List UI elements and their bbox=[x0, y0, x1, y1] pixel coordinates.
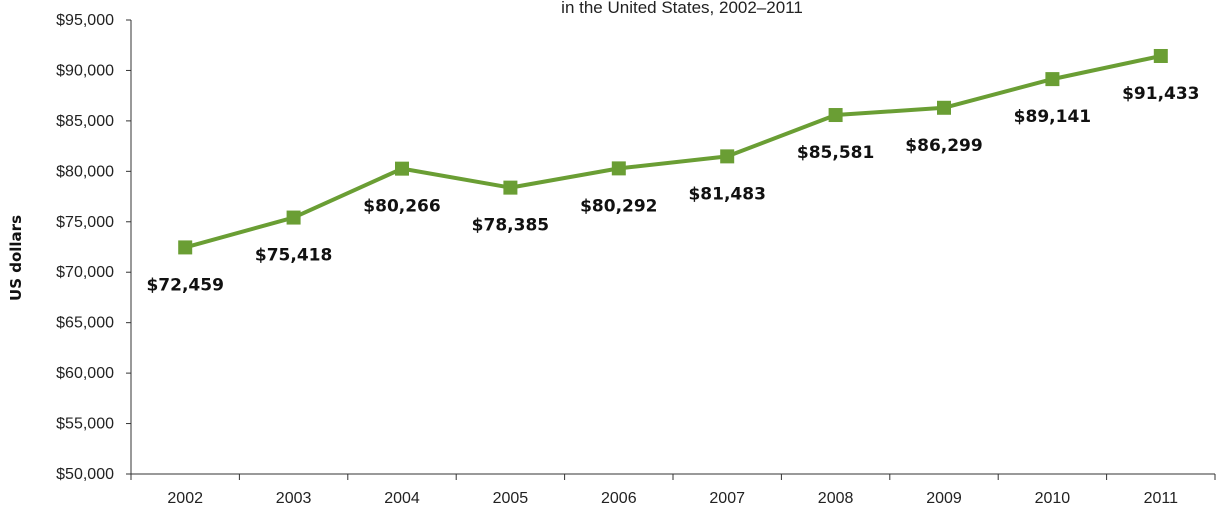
y-tick-label: $95,000 bbox=[56, 12, 114, 29]
x-tick-label: 2005 bbox=[493, 490, 529, 507]
data-point-marker bbox=[1045, 72, 1060, 87]
chart-subtitle: in the United States, 2002–2011 bbox=[561, 0, 803, 17]
data-label: $85,581 bbox=[797, 143, 874, 163]
y-tick-label: $75,000 bbox=[56, 214, 114, 231]
data-point-marker bbox=[286, 210, 301, 225]
x-axis-ticks: 2002 2003 2004 2005 2006 2007 2008 2009 2010 2011 bbox=[130, 474, 1216, 507]
y-tick-label: $60,000 bbox=[56, 365, 114, 382]
x-tick-label: 2010 bbox=[1035, 490, 1071, 507]
x-tick-label: 2002 bbox=[167, 490, 203, 507]
y-tick-label: $55,000 bbox=[56, 416, 114, 433]
data-label: $75,418 bbox=[255, 246, 332, 266]
y-tick-label: $50,000 bbox=[56, 466, 114, 483]
y-axis-ticks: $50,000 $55,000 $60,000 $65,000 $70,000 $75,0… bbox=[56, 12, 131, 483]
data-point-marker bbox=[720, 149, 735, 164]
y-axis-label: US dollars bbox=[7, 215, 25, 301]
data-point-marker bbox=[611, 161, 626, 176]
data-label: $81,483 bbox=[688, 184, 765, 204]
data-label: $72,459 bbox=[146, 275, 223, 295]
data-point-marker bbox=[937, 100, 951, 115]
series-line bbox=[184, 54, 1162, 250]
x-tick-label: 2009 bbox=[926, 490, 962, 507]
y-tick-label: $65,000 bbox=[56, 315, 114, 332]
data-point-marker bbox=[1153, 48, 1168, 63]
y-tick-label: $85,000 bbox=[56, 113, 114, 130]
y-tick-label: $70,000 bbox=[56, 264, 114, 281]
x-tick-label: 2011 bbox=[1144, 490, 1179, 507]
data-label: $86,299 bbox=[905, 136, 982, 156]
y-tick-label: $90,000 bbox=[56, 62, 114, 79]
data-point-marker bbox=[828, 108, 843, 123]
x-tick-label: 2007 bbox=[709, 490, 745, 507]
data-point-marker bbox=[395, 161, 409, 176]
data-label: $80,292 bbox=[580, 196, 657, 216]
data-label: $91,433 bbox=[1122, 84, 1199, 104]
x-tick-label: 2006 bbox=[601, 490, 637, 507]
data-labels: $72,459 $75,418 $80,266 $78,385 $80,292 $81,4… bbox=[146, 84, 1199, 295]
y-tick-label: $80,000 bbox=[56, 163, 114, 180]
x-tick-label: 2004 bbox=[384, 490, 420, 507]
data-label: $80,266 bbox=[363, 197, 440, 217]
x-tick-label: 2008 bbox=[818, 490, 854, 507]
data-point-marker bbox=[503, 180, 518, 195]
series-group bbox=[178, 48, 1168, 255]
data-label: $78,385 bbox=[472, 216, 549, 236]
x-tick-label: 2003 bbox=[276, 490, 312, 507]
data-point-marker bbox=[178, 240, 193, 255]
data-label: $89,141 bbox=[1014, 107, 1091, 127]
